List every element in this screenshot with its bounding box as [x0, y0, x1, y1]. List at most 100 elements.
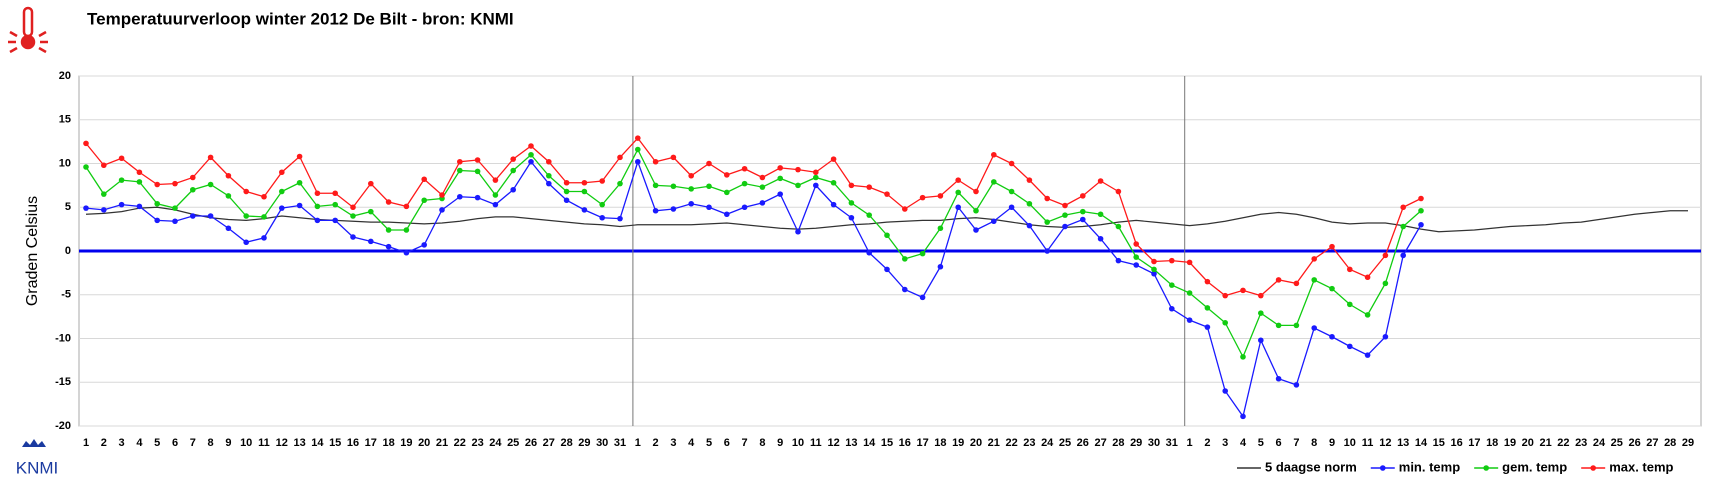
data-point [848, 182, 855, 189]
data-point [919, 250, 926, 257]
x-tick-label: 8 [208, 437, 214, 449]
x-tick-label: 17 [365, 437, 377, 449]
data-point [1222, 388, 1228, 394]
data-point [101, 207, 107, 213]
data-point [528, 151, 534, 158]
data-point [225, 172, 232, 179]
data-point [813, 182, 819, 189]
data-point [154, 181, 160, 188]
data-point [457, 193, 463, 200]
x-tick-label: 3 [670, 437, 676, 449]
data-point [1240, 413, 1246, 420]
x-tick-label: 21 [436, 437, 448, 449]
data-point [563, 188, 570, 195]
x-tick-label: 30 [596, 437, 608, 449]
x-tick-label: 23 [1023, 437, 1035, 449]
data-point [279, 205, 285, 211]
data-point [759, 174, 766, 181]
data-point [991, 179, 997, 185]
data-point [528, 143, 534, 149]
y-tick-label: -10 [55, 332, 71, 344]
x-tick-label: 16 [1450, 437, 1462, 449]
data-point [955, 189, 961, 196]
x-tick-label: 27 [543, 437, 555, 449]
data-point [1133, 254, 1139, 260]
data-point [652, 207, 659, 214]
data-point [101, 162, 107, 169]
data-point [795, 166, 801, 173]
data-point [706, 204, 712, 211]
x-tick-label: 11 [258, 437, 270, 449]
data-point [706, 183, 712, 190]
x-tick-label: 6 [172, 437, 178, 449]
data-point [421, 242, 428, 248]
data-point [1418, 221, 1424, 228]
data-point [884, 266, 890, 273]
data-point [510, 167, 516, 174]
data-point [1133, 241, 1139, 247]
data-point [741, 165, 748, 172]
data-point [332, 201, 339, 208]
data-point [243, 213, 249, 219]
data-point [546, 172, 552, 179]
x-tick-label: 31 [1166, 437, 1178, 449]
data-point [830, 201, 837, 208]
data-point [670, 183, 677, 190]
data-point [759, 200, 766, 206]
x-tick-label: 14 [1415, 437, 1428, 449]
legend: 5 daagse norm min. temp gem. temp max. temp [1237, 459, 1674, 474]
x-tick-label: 7 [190, 437, 196, 449]
data-point [279, 188, 285, 195]
x-tick-label: 27 [1094, 437, 1106, 449]
data-point [296, 202, 303, 209]
y-axis-title: Graden Celsius [24, 196, 41, 306]
data-point [991, 218, 997, 225]
x-tick-label: 7 [1293, 437, 1299, 449]
x-tick-label: 25 [507, 437, 519, 449]
data-point [599, 178, 605, 184]
data-point [1062, 223, 1068, 230]
data-point [670, 206, 677, 212]
x-tick-label: 21 [1539, 437, 1551, 449]
data-point [296, 179, 303, 186]
x-tick-label: 12 [827, 437, 839, 449]
data-point [1097, 235, 1104, 242]
knmi-logo: KNMI [16, 439, 58, 477]
data-point [581, 179, 588, 186]
data-point [973, 188, 979, 195]
data-point [1275, 375, 1282, 382]
data-point [919, 194, 926, 201]
data-point [635, 158, 641, 165]
x-tick-label: 20 [418, 437, 430, 449]
data-point [1400, 204, 1406, 211]
data-point [1293, 280, 1300, 287]
data-point [403, 227, 410, 233]
x-tick-label: 4 [136, 437, 143, 449]
data-point [635, 135, 641, 141]
x-tick-label: 20 [970, 437, 982, 449]
data-point [1097, 211, 1104, 218]
x-tick-label: 9 [225, 437, 231, 449]
data-point [172, 180, 178, 187]
x-tick-label: 7 [742, 437, 748, 449]
x-tick-label: 19 [400, 437, 412, 449]
data-point [688, 172, 694, 179]
data-point [1347, 266, 1353, 273]
data-point [1151, 266, 1157, 273]
data-point [1115, 257, 1122, 264]
x-tick-label: 8 [759, 437, 765, 449]
x-tick-label: 11 [1362, 437, 1374, 449]
data-point [599, 201, 605, 208]
data-point [136, 203, 143, 210]
data-point [670, 154, 677, 161]
x-tick-label: 8 [1311, 437, 1317, 449]
data-point [546, 158, 552, 165]
x-tick-label: 13 [293, 437, 305, 449]
data-point [190, 213, 196, 219]
data-point [1364, 274, 1371, 281]
x-tick-label: 25 [1059, 437, 1071, 449]
data-point [1222, 319, 1228, 326]
x-tick-label: 26 [1077, 437, 1089, 449]
data-point [243, 188, 249, 195]
